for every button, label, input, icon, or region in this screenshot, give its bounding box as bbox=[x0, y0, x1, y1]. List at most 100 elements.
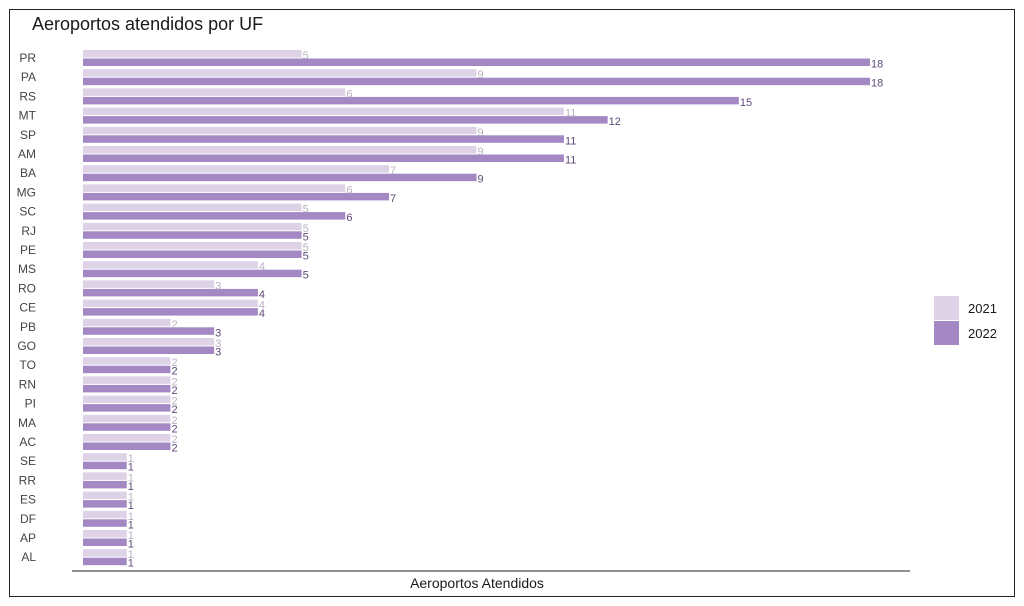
value-label-sc-2022: 6 bbox=[346, 212, 352, 224]
value-label-rj-2022: 5 bbox=[303, 231, 309, 243]
category-label-al: AL bbox=[21, 550, 36, 564]
category-label-ac: AC bbox=[19, 435, 36, 449]
bar-ba-2021 bbox=[83, 165, 390, 173]
value-label-ac-2022: 2 bbox=[171, 443, 177, 455]
bar-mt-2021 bbox=[83, 107, 564, 116]
value-label-go-2021: 3 bbox=[215, 338, 221, 350]
value-label-pb-2022: 3 bbox=[215, 327, 221, 339]
bar-rs-2022 bbox=[83, 96, 739, 105]
value-label-ba-2022: 9 bbox=[478, 174, 484, 186]
value-label-se-2021: 1 bbox=[128, 453, 134, 465]
bar-ms-2021 bbox=[83, 261, 258, 269]
value-label-ba-2021: 7 bbox=[390, 165, 396, 177]
category-label-go: GO bbox=[17, 339, 36, 353]
category-label-pa: PA bbox=[21, 70, 36, 84]
category-label-to: TO bbox=[20, 358, 36, 372]
category-label-mt: MT bbox=[19, 109, 37, 123]
bar-pe-2021 bbox=[83, 242, 302, 250]
x-axis-label: Aeroportos Atendidos bbox=[410, 575, 544, 591]
bar-mg-2022 bbox=[83, 192, 390, 201]
bar-ce-2021 bbox=[83, 299, 258, 308]
category-labels: PR PA RS MT SP AM BA MG SC RJ PE MS RO CE PB GO TO RN PI MA… bbox=[17, 51, 37, 564]
bar-al-2021 bbox=[83, 549, 127, 557]
value-label-pe-2022: 5 bbox=[303, 251, 309, 263]
value-label-rn-2022: 2 bbox=[171, 385, 177, 397]
value-label-ma-2021: 2 bbox=[171, 415, 177, 427]
value-label-rs-2022: 15 bbox=[740, 97, 752, 109]
value-label-ms-2022: 5 bbox=[303, 270, 309, 282]
bar-ac-2021 bbox=[83, 434, 171, 442]
category-label-sp: SP bbox=[20, 128, 36, 142]
bar-am-2022 bbox=[83, 154, 564, 162]
bar-se-2021 bbox=[83, 453, 127, 461]
value-label-pr-2022: 18 bbox=[871, 59, 883, 71]
category-label-rr: RR bbox=[19, 473, 37, 487]
bar-se-2022 bbox=[83, 461, 127, 470]
value-label-am-2021: 9 bbox=[478, 146, 484, 158]
value-label-pi-2022: 2 bbox=[171, 404, 177, 416]
bar-to-2022 bbox=[83, 365, 171, 374]
value-label-ce-2022: 4 bbox=[259, 308, 265, 320]
bars bbox=[83, 50, 870, 566]
category-label-am: AM bbox=[18, 147, 36, 161]
legend-label-2022: 2022 bbox=[968, 326, 997, 341]
bar-ac-2022 bbox=[83, 442, 171, 450]
value-label-ac-2021: 2 bbox=[171, 434, 177, 446]
category-label-ro: RO bbox=[18, 281, 36, 295]
bar-ro-2021 bbox=[83, 280, 215, 288]
bar-pi-2022 bbox=[83, 404, 171, 412]
value-labels: 5189186151112911911796756555545344423332… bbox=[128, 50, 884, 570]
bar-pb-2021 bbox=[83, 318, 171, 327]
value-label-rn-2021: 2 bbox=[171, 376, 177, 388]
value-label-ro-2021: 3 bbox=[215, 280, 221, 292]
value-label-ap-2021: 1 bbox=[128, 530, 134, 542]
legend-swatch-2021 bbox=[934, 296, 959, 320]
bar-ro-2022 bbox=[83, 288, 258, 297]
value-label-pb-2021: 2 bbox=[171, 319, 177, 331]
value-label-df-2021: 1 bbox=[128, 511, 134, 523]
bar-rj-2021 bbox=[83, 222, 302, 231]
value-label-rr-2022: 1 bbox=[128, 481, 134, 493]
category-label-df: DF bbox=[20, 512, 36, 526]
value-label-pi-2021: 2 bbox=[171, 396, 177, 408]
bar-rr-2021 bbox=[83, 472, 127, 480]
value-label-es-2022: 1 bbox=[128, 500, 134, 512]
value-label-pa-2021: 9 bbox=[478, 69, 484, 81]
category-label-ms: MS bbox=[18, 262, 36, 276]
bar-ce-2022 bbox=[83, 308, 258, 316]
value-label-to-2022: 2 bbox=[171, 366, 177, 378]
value-label-go-2022: 3 bbox=[215, 347, 221, 359]
bar-pr-2022 bbox=[83, 58, 870, 66]
bar-sc-2021 bbox=[83, 203, 302, 212]
legend-label-2021: 2021 bbox=[968, 301, 997, 316]
category-label-ba: BA bbox=[20, 166, 36, 180]
value-label-pe-2021: 5 bbox=[303, 242, 309, 254]
bar-es-2022 bbox=[83, 500, 127, 508]
bar-rj-2022 bbox=[83, 231, 302, 239]
category-label-ap: AP bbox=[20, 531, 36, 545]
category-label-mg: MG bbox=[17, 185, 36, 199]
value-label-ce-2021: 4 bbox=[259, 300, 265, 312]
bar-pa-2022 bbox=[83, 77, 870, 86]
category-label-sc: SC bbox=[19, 205, 36, 219]
bar-rn-2021 bbox=[83, 376, 171, 384]
value-label-es-2021: 1 bbox=[128, 492, 134, 504]
bar-df-2022 bbox=[83, 519, 127, 527]
value-label-al-2022: 1 bbox=[128, 558, 134, 570]
value-label-to-2021: 2 bbox=[171, 357, 177, 369]
bar-sp-2022 bbox=[83, 135, 564, 143]
value-label-rj-2021: 5 bbox=[303, 223, 309, 235]
bar-pe-2022 bbox=[83, 250, 302, 258]
bar-sp-2021 bbox=[83, 126, 477, 135]
category-label-rj: RJ bbox=[21, 224, 36, 238]
bar-ap-2022 bbox=[83, 538, 127, 546]
value-label-mt-2022: 12 bbox=[609, 116, 621, 128]
category-label-pe: PE bbox=[20, 243, 36, 257]
value-label-mg-2021: 6 bbox=[346, 184, 352, 196]
value-label-sp-2022: 11 bbox=[565, 135, 576, 147]
value-label-al-2021: 1 bbox=[128, 549, 134, 561]
bar-go-2022 bbox=[83, 346, 215, 354]
value-label-df-2022: 1 bbox=[128, 519, 134, 531]
bar-ma-2022 bbox=[83, 423, 171, 431]
